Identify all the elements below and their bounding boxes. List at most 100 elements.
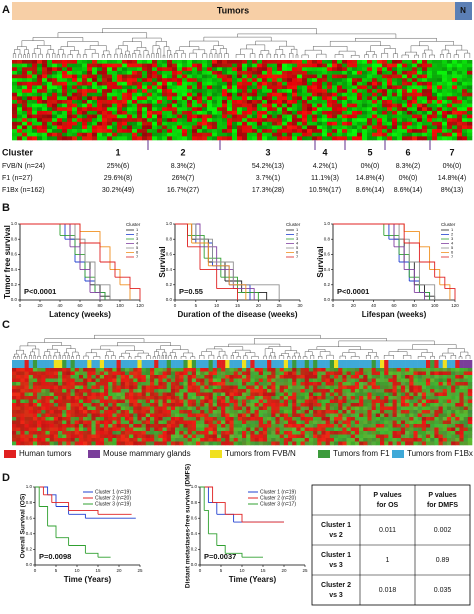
heatmap-cell (117, 103, 123, 108)
heatmap-cell (41, 403, 46, 407)
heatmap-cell (362, 70, 368, 75)
heatmap-cell (187, 441, 193, 446)
heatmap-cell (87, 60, 93, 64)
heatmap-cell (196, 410, 201, 414)
survival-step (100, 246, 111, 270)
heatmap-cell (208, 396, 214, 400)
heatmap-cell (258, 385, 264, 390)
heatmap-cell (392, 67, 398, 72)
heatmap-cell (437, 114, 443, 119)
heatmap-cell (272, 85, 278, 90)
heatmap-cell (237, 434, 243, 439)
heatmap-cell (212, 96, 218, 101)
heatmap-cell (67, 136, 73, 141)
heatmap-cell (300, 420, 306, 425)
heatmap-cell (22, 81, 28, 86)
heatmap-cell (387, 125, 393, 130)
heatmap-cell (307, 60, 313, 64)
dendrogram (156, 349, 165, 353)
heatmap-cell (275, 434, 280, 439)
heatmap-cell (157, 125, 163, 130)
heatmap-cell (117, 74, 123, 79)
heatmap-cell (16, 434, 21, 439)
heatmap-cell (83, 375, 88, 379)
heatmap-cell (204, 399, 209, 404)
heatmap-cell (396, 438, 402, 442)
heatmap-cell (124, 431, 130, 435)
heatmap-cell (200, 403, 205, 407)
heatmap-cell (272, 92, 278, 97)
heatmap-cell (304, 382, 310, 386)
heatmap-cell (342, 107, 348, 112)
heatmap-cell (129, 431, 134, 435)
heatmap-cell (262, 413, 268, 418)
annotation-cell (83, 360, 88, 368)
heatmap-cell (237, 136, 243, 141)
heatmap-cell (221, 420, 226, 425)
heatmap-cell (57, 67, 63, 72)
cell: 0%(0) (443, 163, 462, 170)
heatmap-cell (317, 431, 322, 435)
heatmap-cell (78, 438, 84, 442)
annotation-cell (78, 360, 84, 368)
heatmap-cell (41, 378, 46, 383)
heatmap-cell (187, 399, 193, 404)
heatmap-cell (417, 78, 423, 83)
legend-label: 7 (296, 254, 299, 259)
heatmap-cell (162, 81, 168, 86)
heatmap-cell (279, 378, 285, 383)
heatmap-cell (307, 107, 313, 112)
heatmap-cell (97, 89, 103, 94)
heatmap-cell (192, 81, 198, 86)
heatmap-cell (438, 378, 444, 383)
heatmap-cell (375, 406, 381, 411)
heatmap-cell (452, 132, 458, 137)
heatmap-cell (137, 74, 143, 79)
heatmap-cell (296, 427, 301, 432)
dendrogram (160, 345, 181, 350)
heatmap-cell (457, 103, 463, 108)
heatmap-cell (397, 136, 403, 141)
dendrogram (118, 45, 128, 52)
heatmap-cell (346, 382, 352, 386)
heatmap-cell (384, 389, 389, 393)
heatmap-cell (247, 129, 253, 134)
survival-step (216, 288, 238, 300)
heatmap-cell (150, 368, 155, 372)
heatmap-cell (430, 431, 435, 435)
heatmap-cell (233, 371, 239, 376)
heatmap-cell (288, 375, 293, 379)
heatmap-cell (409, 375, 414, 379)
heatmap-cell (167, 118, 173, 123)
heatmap-cell (83, 378, 88, 383)
heatmap-cell (308, 392, 314, 397)
heatmap-cell (296, 417, 301, 421)
heatmap-cell (27, 118, 33, 123)
dendrogram (181, 53, 186, 58)
heatmap-cell (37, 417, 42, 421)
heatmap-cell (147, 114, 153, 119)
heatmap-cell (108, 396, 113, 400)
survival-step (399, 238, 410, 262)
heatmap-cell (49, 406, 55, 411)
heatmap-cell (187, 78, 193, 83)
heatmap-cell (304, 389, 310, 393)
heatmap-cell (108, 406, 113, 411)
dendrogram (210, 49, 217, 54)
annotation-cell (49, 360, 55, 368)
heatmap-cell (117, 100, 123, 104)
heatmap-cell (91, 378, 96, 383)
heatmap-cell (133, 410, 138, 414)
heatmap-cell (200, 424, 205, 428)
heatmap-cell (129, 427, 134, 432)
heatmap-cell (363, 403, 368, 407)
heatmap-cell (347, 96, 353, 101)
heatmap-cell (342, 129, 348, 134)
heatmap-cell (430, 385, 435, 390)
heatmap-cell (277, 110, 283, 115)
heatmap-cell (317, 67, 323, 72)
heatmap-cell (359, 431, 364, 435)
heatmap-cell (396, 410, 402, 414)
heatmap-cell (457, 92, 463, 97)
heatmap-cell (41, 417, 46, 421)
